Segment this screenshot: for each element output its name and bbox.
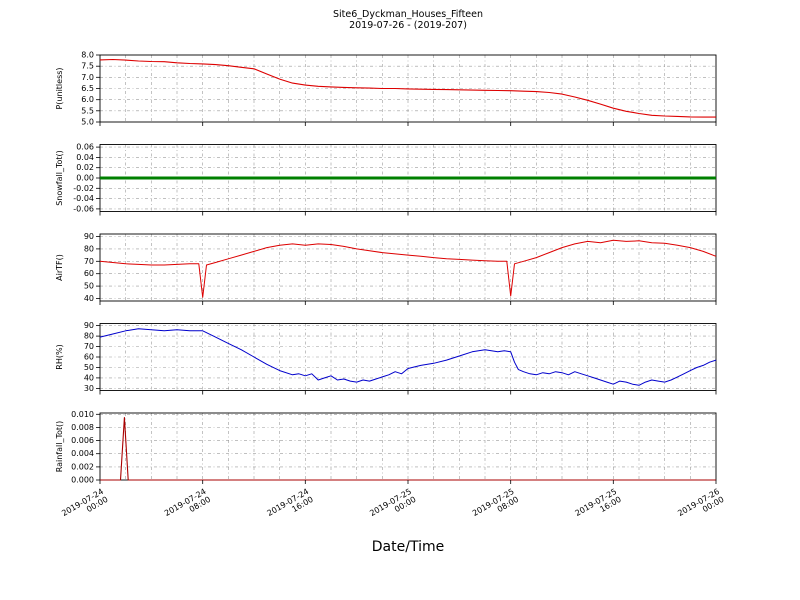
- panel-Snowfall_Tot: -0.06-0.04-0.020.00 0.020.040.06 Snowfall_…: [55, 143, 717, 216]
- y-tick-label: -0.04: [73, 194, 94, 203]
- chart-title: Site6_Dyckman_Houses_Fifteen: [333, 9, 483, 20]
- y-tick-label: 7.5: [81, 62, 94, 71]
- x-tick-label: 2019-07-2600:00: [676, 487, 725, 526]
- x-tick-label: 2019-07-2408:00: [163, 487, 212, 526]
- y-axis-title: P(unitless): [55, 67, 64, 109]
- y-tick-label: 5.0: [81, 118, 94, 127]
- y-tick-label: 40: [84, 294, 94, 303]
- x-tick-label: 2019-07-2400:00: [60, 487, 109, 526]
- y-tick-label: 0.008: [71, 423, 94, 432]
- y-tick-label: 0.010: [71, 410, 94, 419]
- y-tick-label: 6.5: [81, 84, 94, 93]
- chart-subtitle: 2019-07-26 - (2019-207): [349, 20, 467, 31]
- y-tick-label: 0.06: [76, 143, 94, 152]
- y-tick-label: 50: [84, 363, 94, 372]
- x-tick-label: 2019-07-2500:00: [368, 487, 417, 526]
- y-tick-label: 0.04: [76, 153, 94, 162]
- y-axis-title: Rainfall_Tot(): [55, 421, 64, 473]
- y-axis-title: AirTF(): [55, 254, 64, 281]
- series-line-RH: [99, 328, 717, 386]
- y-axis-title: Snowfall_Tot(): [55, 150, 64, 206]
- x-tick-label: 2019-07-2508:00: [471, 487, 520, 526]
- y-tick-label: 70: [84, 257, 94, 266]
- chart-panels: 5.05.56.06.57.07.58.0P(unitless)-0.06-0.…: [55, 51, 726, 526]
- y-tick-label: 90: [84, 321, 94, 330]
- series-line-P: [99, 58, 716, 118]
- y-tick-label: 70: [84, 342, 94, 351]
- y-tick-label: 7.0: [81, 73, 94, 82]
- x-tick-label: 2019-07-2516:00: [574, 487, 623, 526]
- y-tick-label: -0.06: [73, 204, 94, 213]
- y-tick-label: 60: [84, 269, 94, 278]
- y-tick-label: 80: [84, 244, 94, 253]
- series-line-Rainfall_Tot: [100, 417, 716, 481]
- y-tick-label: 0.006: [71, 436, 94, 445]
- panel-Rainfall_Tot: 0.000 0.002 0.004 0.006 0.008 0.010 Rainfall_T…: [55, 410, 726, 526]
- y-tick-label: 0.000: [71, 476, 94, 485]
- y-tick-label: 0.004: [71, 449, 94, 458]
- x-tick-label: 2019-07-2416:00: [266, 487, 315, 526]
- series-line-AirTF: [99, 239, 717, 298]
- y-tick-label: 80: [84, 332, 94, 341]
- x-axis-label: Date/Time: [372, 539, 444, 555]
- y-tick-label: 90: [84, 232, 94, 241]
- y-tick-label: 0.02: [76, 163, 94, 172]
- y-tick-label: -0.02: [73, 184, 94, 193]
- y-tick-label: 30: [84, 384, 94, 393]
- y-tick-label: 0.00: [76, 174, 94, 183]
- y-axis-title: RH(%): [55, 344, 64, 369]
- panel-P: 5.0 5.5 6.0 6.5 7.0 7.5 8.0 P(unitless): [55, 51, 717, 127]
- y-tick-label: 40: [84, 373, 94, 382]
- y-tick-label: 5.5: [81, 106, 94, 115]
- panel-AirTF: 40 50 60 70 80 90 AirTF(): [55, 232, 717, 305]
- y-tick-label: 6.0: [81, 95, 94, 104]
- y-tick-label: 8.0: [81, 51, 94, 60]
- y-tick-label: 0.002: [71, 462, 94, 471]
- y-tick-label: 60: [84, 353, 94, 362]
- y-tick-label: 50: [84, 282, 94, 291]
